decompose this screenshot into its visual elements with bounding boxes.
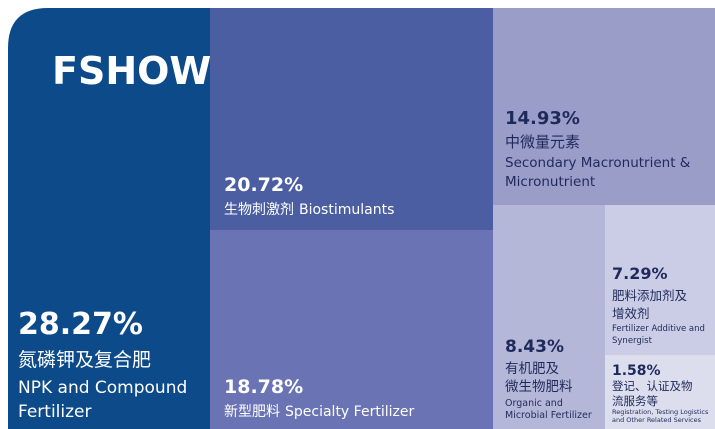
tile-rect: [605, 355, 715, 429]
value-label: 20.72%: [224, 174, 303, 196]
label-en: Fertilizer: [18, 402, 92, 422]
label-cn: 生物刺激剂: [224, 201, 294, 218]
label-cn: 流服务等: [612, 394, 658, 408]
value-label: 14.93%: [505, 108, 580, 129]
category-label: 新型肥料 Specialty Fertilizer: [224, 404, 414, 420]
label-en: Synergist: [612, 336, 653, 346]
label-en: Fertilizer Additive and: [612, 324, 705, 334]
label-en: and Other Related Services: [612, 416, 702, 424]
label-en: NPK and Compound: [18, 378, 187, 398]
label-en: Microbial Fertilizer: [505, 410, 592, 421]
value-label: 1.58%: [612, 363, 661, 379]
value-label: 7.29%: [612, 264, 668, 283]
label-cn: 新型肥料: [224, 404, 280, 420]
category-label: 生物刺激剂 Biostimulants: [224, 201, 394, 218]
value-label: 28.27%: [18, 307, 143, 342]
label-cn: 登记、认证及物: [612, 379, 693, 393]
label-cn: 中微量元素: [505, 133, 580, 151]
label-en: Secondary Macronutrient &: [505, 155, 691, 171]
tile-rect: [210, 230, 493, 429]
tile-rect: [493, 205, 605, 429]
label-en: Micronutrient: [505, 174, 595, 190]
logo: FSHOW: [52, 49, 211, 93]
tile-rect: [8, 8, 210, 429]
label-cn: 有机肥及: [505, 361, 559, 377]
label-en: Registration, Testing Logistics: [612, 408, 709, 416]
tile-rect: [493, 8, 715, 205]
tile: 28.27% 氮磷钾及复合肥 NPK and Compound Fertilizer: [8, 8, 210, 429]
value-label: 8.43%: [505, 337, 564, 357]
label-en: Organic and: [505, 398, 563, 409]
label-cn: 增效剂: [612, 306, 650, 321]
tile: 18.78% 新型肥料 Specialty Fertilizer: [210, 230, 493, 429]
tile: 20.72% 生物刺激剂 Biostimulants: [210, 8, 493, 230]
tile-rect: [605, 205, 715, 355]
value-label: 18.78%: [224, 376, 303, 398]
label-cn: 氮磷钾及复合肥: [18, 349, 151, 371]
tile-rect: [210, 8, 493, 230]
label-cn: 微生物肥料: [505, 379, 573, 395]
label-en: Specialty Fertilizer: [285, 404, 414, 420]
label-cn: 肥料添加剂及: [612, 288, 688, 303]
label-en: Biostimulants: [299, 202, 394, 218]
tile: 14.93% 中微量元素 Secondary Macronutrient & Micr…: [493, 8, 715, 205]
